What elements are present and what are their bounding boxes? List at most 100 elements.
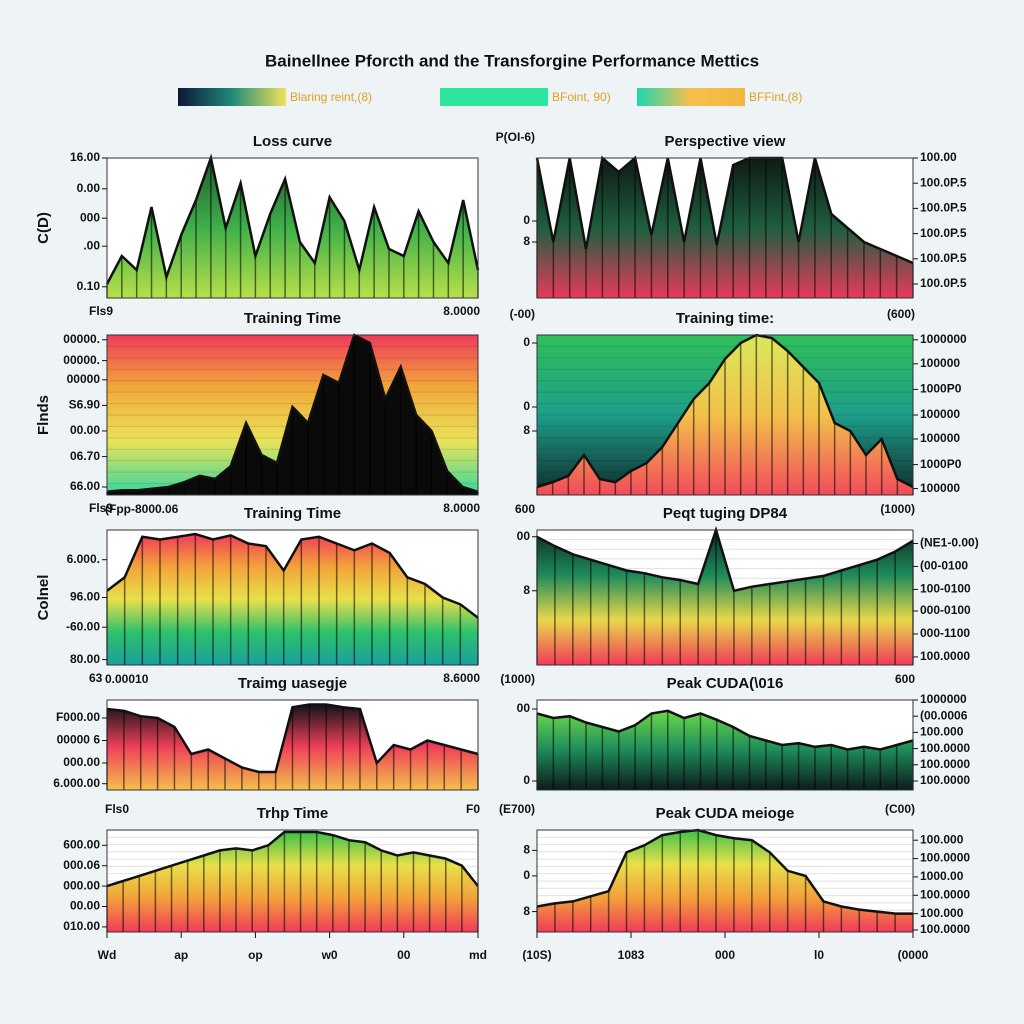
plot-frame (536, 529, 914, 666)
y-tick-label: 06.70 (70, 449, 100, 463)
panel-title: Peqt tuging DP84 (663, 505, 788, 522)
corner-label: Fls9 (89, 304, 113, 318)
panel-title: Training Time (244, 505, 341, 522)
x-tick-label: ap (174, 948, 188, 962)
outline (536, 333, 914, 489)
y-axis-label: Flnds (35, 395, 52, 435)
y-tick-label: 00.00 (70, 423, 100, 437)
y-axis-label: C(D) (35, 212, 52, 244)
y-tick-label: 010.00 (63, 919, 100, 933)
panel-title: Trhp Time (257, 805, 328, 822)
corner-label: 0.00010 (105, 672, 149, 686)
corner-label: 63 (89, 671, 103, 685)
x-tick-label: 00 (397, 948, 411, 962)
x-tick-label: (0000 (898, 948, 929, 962)
outline (106, 333, 479, 494)
y2-tick-label: 1000.00 (920, 869, 964, 883)
corner-label: (-00) (510, 307, 535, 321)
outline (536, 828, 913, 915)
y-tick-label: 00000. (63, 332, 100, 346)
plot-frame (106, 334, 479, 496)
y2-tick-label: 1000P0 (920, 382, 962, 396)
y2-tick-label: 100.0000 (920, 741, 970, 755)
corner-label: F0 (466, 802, 480, 816)
y-tick-label: 8 (523, 904, 530, 918)
outline (105, 153, 480, 285)
area (107, 534, 478, 665)
corner-label: 600 (895, 672, 915, 686)
y2-tick-label: 100000 (920, 481, 960, 495)
outline (536, 525, 914, 593)
y2-tick-label: 100.0000 (920, 773, 970, 787)
y2-tick-label: 100.0P.5 (920, 226, 967, 240)
page-title: Bainellnee Pforcth and the Transforgine … (265, 51, 759, 70)
corner-label: (E700) (499, 802, 535, 816)
y2-tick-label: 100-0100 (920, 582, 971, 596)
y-tick-label: 96.00 (70, 590, 100, 604)
corner-label: 600 (515, 502, 535, 516)
y-tick-label: 8 (523, 234, 530, 248)
x-tick-label: w0 (321, 948, 338, 962)
y-tick-label: 0 (523, 773, 530, 787)
y2-tick-label: 100.000 (920, 906, 964, 920)
y-tick-label: 66.00 (70, 479, 100, 493)
y-tick-label: 00 (517, 529, 531, 543)
y-tick-label: 6.000. (67, 552, 100, 566)
y2-tick-label: 100.0P.5 (920, 251, 967, 265)
y2-tick-label: (00.0006 (920, 708, 968, 722)
area (537, 710, 913, 790)
y2-tick-label: 100000 (920, 431, 960, 445)
corner-label: (600) (887, 307, 915, 321)
corner-label: 8.0000 (443, 501, 480, 515)
panel-title: Peak CUDA(\016 (667, 675, 784, 692)
y2-tick-label: 100.0000 (920, 922, 970, 936)
y-tick-label: 0 (523, 868, 530, 882)
y2-tick-label: 100.0000 (920, 649, 970, 663)
y2-tick-label: 1000000 (920, 332, 967, 346)
y2-tick-label: 100.0000 (920, 757, 970, 771)
y2-tick-label: 100.0P.5 (920, 201, 967, 215)
area (537, 530, 913, 665)
panel-title: Traimg uasegje (238, 675, 347, 692)
x-tick-label: md (469, 948, 487, 962)
y-tick-label: 0 (523, 335, 530, 349)
corner-label: 8.6000 (443, 671, 480, 685)
area (537, 158, 913, 298)
y-tick-label: S6.90 (69, 398, 101, 412)
y2-tick-label: 100.00 (920, 150, 957, 164)
y-tick-label: 0 (523, 399, 530, 413)
y2-tick-label: 000-0100 (920, 603, 971, 617)
corner-label: (1000) (500, 672, 535, 686)
y-tick-label: 00000 6 (57, 733, 101, 747)
y2-tick-label: 1000P0 (920, 457, 962, 471)
y2-tick-label: 000-1100 (920, 626, 970, 640)
y-tick-label: 000.06 (63, 858, 100, 872)
legend-swatch (178, 88, 286, 106)
outline (535, 155, 914, 265)
panel-title: Perspective view (665, 133, 786, 150)
x-tick-label: 000 (715, 948, 735, 962)
y2-tick-label: 100000 (920, 356, 960, 370)
y-tick-label: 00000. (63, 353, 100, 367)
y-tick-label: 000 (80, 210, 100, 224)
x-tick-label: 1083 (618, 948, 645, 962)
legend-swatch (440, 88, 548, 106)
y-tick-label: -60.00 (66, 619, 100, 633)
y-tick-label: 6.000.00 (53, 776, 100, 790)
y2-tick-label: 100.0000 (920, 887, 970, 901)
corner-label: 8.0000 (443, 304, 480, 318)
y-tick-label: 00 (517, 701, 531, 715)
y-tick-label: F000.00 (56, 710, 100, 724)
y-tick-label: 0.10 (77, 279, 101, 293)
y-tick-label: 000.00 (63, 755, 100, 769)
y2-tick-label: 100.0P.5 (920, 276, 967, 290)
panel-title: Peak CUDA meioge (656, 805, 795, 822)
corner-label: Fls9 (89, 501, 113, 515)
y-tick-label: 00.00 (70, 899, 100, 913)
y2-tick-label: 100.0P.5 (920, 175, 967, 189)
plot-frame (106, 829, 479, 933)
legend-label: BFFint,(8) (749, 90, 802, 104)
corner-label: (C00) (885, 802, 915, 816)
panel-title: Training time: (676, 310, 774, 327)
